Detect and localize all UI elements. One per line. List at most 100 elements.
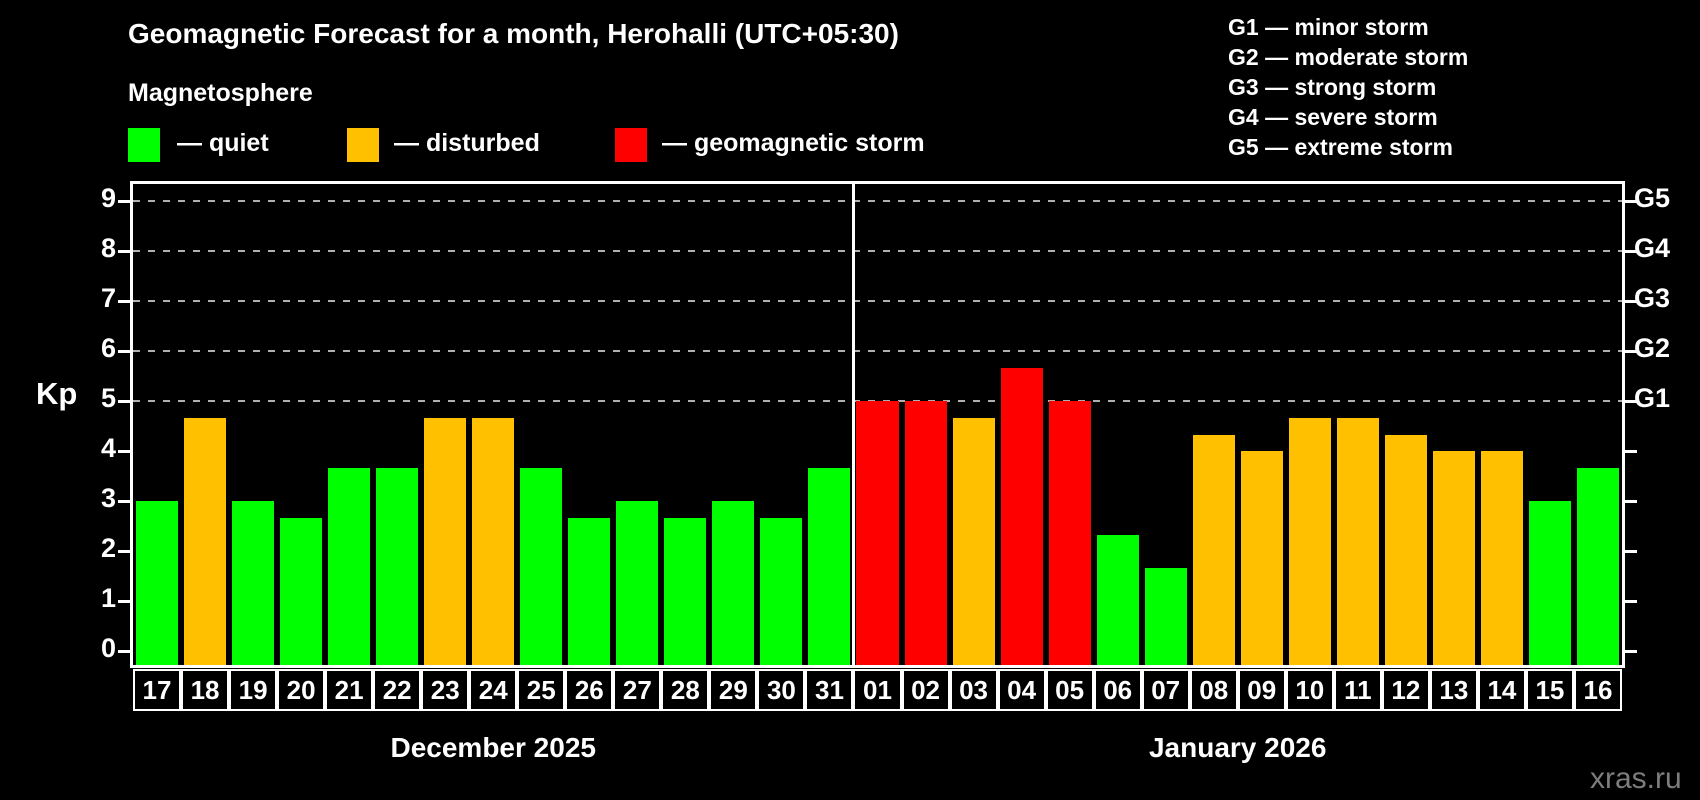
kp-bar-day-29: [712, 501, 755, 665]
day-label-20: 20: [277, 669, 326, 711]
kp-bar-day-08: [1192, 434, 1235, 665]
y-tick-label-9: 9: [100, 183, 116, 213]
g4-legend-line: G4 — severe storm: [1228, 104, 1438, 130]
y-tick-7: [118, 300, 130, 303]
quiet-swatch: [128, 128, 160, 162]
day-label-18: 18: [181, 669, 230, 711]
y-tick-6: [118, 350, 130, 353]
y-tick-label-4: 4: [100, 433, 116, 463]
day-label-11: 11: [1333, 669, 1382, 711]
kp-bar-day-25: [520, 467, 563, 665]
y-tick-label-8: 8: [100, 233, 116, 263]
g3-legend-line: G3 — strong storm: [1228, 74, 1437, 100]
right-tick-9: [1625, 200, 1637, 203]
kp-bar-day-18: [184, 417, 227, 665]
y-tick-5: [118, 400, 130, 403]
day-label-16: 16: [1573, 669, 1622, 711]
gridline-kp9: [133, 200, 1622, 202]
kp-bar-day-10: [1288, 417, 1331, 665]
y-axis-title: Kp: [36, 376, 78, 411]
chart-subtitle: Magnetosphere: [128, 79, 313, 107]
kp-bar-day-16: [1576, 467, 1619, 665]
y-tick-8: [118, 250, 130, 253]
kp-bar-day-27: [616, 501, 659, 665]
month-label-january: January 2026: [1148, 732, 1327, 763]
kp-bar-day-22: [376, 467, 419, 665]
day-label-02: 02: [901, 669, 950, 711]
y-tick-3: [118, 500, 130, 503]
day-label-12: 12: [1381, 669, 1430, 711]
day-label-19: 19: [229, 669, 278, 711]
y-tick-label-0: 0: [100, 633, 116, 663]
right-tick-1: [1625, 600, 1637, 603]
right-tick-5: [1625, 400, 1637, 403]
day-label-26: 26: [565, 669, 614, 711]
disturbed-swatch: [347, 128, 379, 162]
storm-swatch: [615, 128, 647, 162]
day-label-01: 01: [853, 669, 902, 711]
chart-title: Geomagnetic Forecast for a month, Heroha…: [128, 18, 899, 49]
day-labels-row: 17 18 19 20 21 22 23 24 25 26 27 28 29 30 31 01 02 03 04 05…: [130, 669, 1625, 711]
day-label-14: 14: [1477, 669, 1526, 711]
kp-bar-day-19: [232, 501, 275, 665]
kp-bar-day-17: [136, 501, 179, 665]
kp-bar-day-11: [1336, 417, 1379, 665]
g-level-label-G1: G1: [1634, 383, 1671, 413]
kp-bar-day-01: [856, 401, 899, 665]
kp-bar-day-23: [424, 417, 467, 665]
g-level-label-G2: G2: [1634, 333, 1671, 363]
kp-bar-day-02: [904, 401, 947, 665]
y-tick-label-3: 3: [100, 483, 116, 513]
storm-label: — geomagnetic storm: [662, 129, 925, 157]
day-label-07: 07: [1141, 669, 1190, 711]
g2-legend-line: G2 — moderate storm: [1228, 44, 1469, 70]
right-tick-0: [1625, 650, 1637, 653]
y-tick-9: [118, 200, 130, 203]
gridline-kp8: [133, 250, 1622, 252]
day-label-25: 25: [517, 669, 566, 711]
day-label-23: 23: [421, 669, 470, 711]
y-tick-0: [118, 650, 130, 653]
g1-legend-line: G1 — minor storm: [1228, 14, 1429, 40]
kp-bar-day-07: [1144, 567, 1187, 665]
y-tick-label-5: 5: [100, 383, 116, 413]
plot-area: 0 1 2 3 4 5 G1 6 G2 7 G3 8 G4 9 G5: [101, 181, 1670, 668]
month-separator-0: [851, 184, 855, 665]
right-tick-8: [1625, 250, 1637, 253]
kp-bar-day-20: [280, 517, 323, 665]
kp-bar-day-14: [1480, 451, 1523, 665]
y-tick-label-7: 7: [100, 283, 116, 313]
day-label-29: 29: [709, 669, 758, 711]
right-tick-3: [1625, 500, 1637, 503]
kp-bar-day-12: [1384, 434, 1427, 665]
kp-bar-day-31: [808, 467, 851, 665]
g-level-label-G5: G5: [1634, 183, 1671, 213]
kp-bar-day-21: [328, 467, 371, 665]
day-label-08: 08: [1189, 669, 1238, 711]
kp-bar-day-05: [1048, 401, 1091, 665]
g-level-label-G3: G3: [1634, 283, 1671, 313]
right-tick-7: [1625, 300, 1637, 303]
month-labels-row: December 2025 January 2026: [130, 732, 1625, 772]
kp-bar-day-03: [952, 417, 995, 665]
day-label-30: 30: [757, 669, 806, 711]
kp-bar-day-06: [1096, 534, 1139, 665]
y-tick-4: [118, 450, 130, 453]
kp-bar-day-15: [1528, 501, 1571, 665]
quiet-label: — quiet: [177, 129, 269, 157]
day-label-31: 31: [805, 669, 854, 711]
right-tick-6: [1625, 350, 1637, 353]
kp-bar-day-26: [568, 517, 611, 665]
kp-bar-day-24: [472, 417, 515, 665]
kp-bar-day-04: [1000, 367, 1043, 665]
day-label-06: 06: [1093, 669, 1142, 711]
day-label-03: 03: [949, 669, 998, 711]
disturbed-label: — disturbed: [394, 129, 540, 157]
kp-bar-day-13: [1432, 451, 1475, 665]
day-label-04: 04: [997, 669, 1046, 711]
day-label-09: 09: [1237, 669, 1286, 711]
g-scale-legend: G1 — minor storm G2 — moderate storm G3 …: [1228, 12, 1468, 162]
day-label-21: 21: [325, 669, 374, 711]
day-label-13: 13: [1429, 669, 1478, 711]
